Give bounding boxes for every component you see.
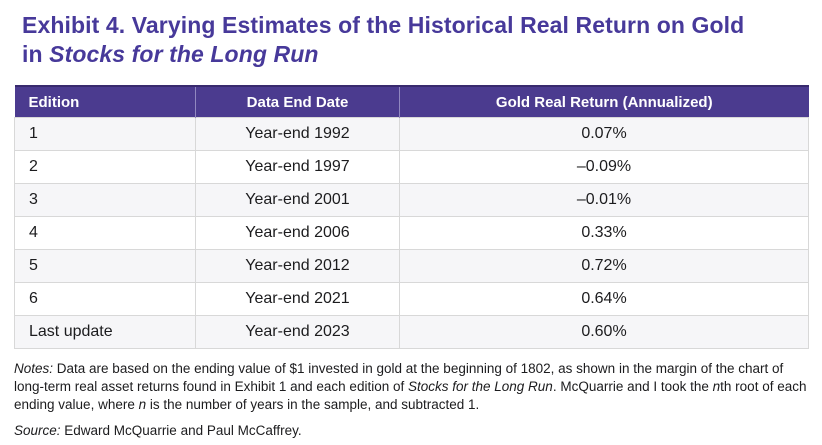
table-row: 6 Year-end 2021 0.64% [14, 282, 809, 317]
exhibit-title-line2-prefix: in [22, 41, 50, 68]
column-header-edition: Edition [14, 84, 196, 118]
gold-real-return-cell: –0.09% [399, 150, 809, 185]
notes-variable-n: n [138, 397, 147, 413]
gold-real-return-cell: 0.64% [399, 282, 809, 317]
table-row: 3 Year-end 2001 –0.01% [14, 183, 809, 218]
source-label: Source: [14, 423, 61, 439]
edition-cell: 5 [14, 249, 196, 284]
table-row: 5 Year-end 2012 0.72% [14, 249, 809, 284]
gold-real-return-cell: 0.33% [399, 216, 809, 251]
column-header-data-end-date: Data End Date [195, 84, 400, 118]
edition-cell: 6 [14, 282, 196, 317]
data-end-date-cell: Year-end 2012 [195, 249, 400, 284]
edition-cell: 4 [14, 216, 196, 251]
notes-part3: th root of each ending value, where [14, 379, 807, 413]
table-row: 1 Year-end 1992 0.07% [14, 117, 809, 152]
edition-cell: 3 [14, 183, 196, 218]
gold-real-return-cell: –0.01% [399, 183, 809, 218]
notes-text: Notes: Data are based on the ending valu… [14, 360, 808, 414]
table-header-row: Edition Data End Date Gold Real Return (… [14, 84, 809, 118]
exhibit-title-line1: Exhibit 4. Varying Estimates of the Hist… [22, 12, 745, 38]
notes-part4: is the number of years in the sample, an… [146, 397, 480, 413]
notes-book-name: Stocks for the Long Run [407, 379, 553, 395]
exhibit-title: Exhibit 4. Varying Estimates of the Hist… [22, 11, 808, 70]
notes-label: Notes: [14, 361, 54, 377]
data-end-date-cell: Year-end 2023 [195, 315, 400, 350]
gold-real-return-cell: 0.07% [399, 117, 809, 152]
edition-cell: Last update [14, 315, 196, 350]
column-header-gold-real-return: Gold Real Return (Annualized) [399, 84, 809, 118]
data-end-date-cell: Year-end 1992 [195, 117, 400, 152]
data-end-date-cell: Year-end 2001 [195, 183, 400, 218]
edition-cell: 2 [14, 150, 196, 185]
notes-part1: Data are based on the ending value of $1… [14, 361, 784, 395]
notes-variable-n: n [712, 379, 721, 395]
data-end-date-cell: Year-end 2006 [195, 216, 400, 251]
table-row: 4 Year-end 2006 0.33% [14, 216, 809, 251]
data-end-date-cell: Year-end 2021 [195, 282, 400, 317]
exhibit-title-book-name: Stocks for the Long Run [49, 41, 319, 68]
gold-real-return-cell: 0.72% [399, 249, 809, 284]
gold-real-return-cell: 0.60% [399, 315, 809, 350]
table-row: 2 Year-end 1997 –0.09% [14, 150, 809, 185]
data-end-date-cell: Year-end 1997 [195, 150, 400, 185]
notes-part2: . McQuarrie and I took the [552, 379, 713, 395]
source-text: Source: Edward McQuarrie and Paul McCaff… [14, 422, 808, 440]
table-row: Last update Year-end 2023 0.60% [14, 315, 809, 350]
source-names: Edward McQuarrie and Paul McCaffrey. [60, 423, 302, 439]
gold-return-table: Edition Data End Date Gold Real Return (… [14, 84, 809, 350]
edition-cell: 1 [14, 117, 196, 152]
